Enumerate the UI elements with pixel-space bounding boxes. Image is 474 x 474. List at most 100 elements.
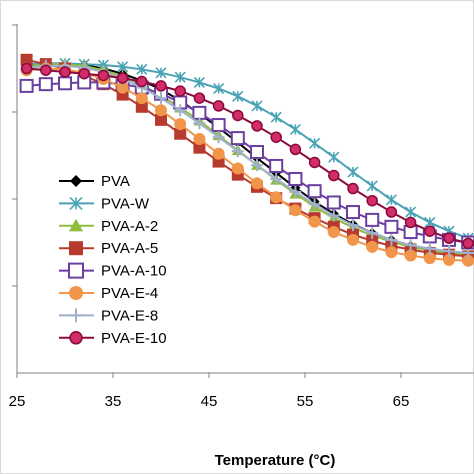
- data-point: [366, 226, 379, 239]
- legend-label: PVA: [101, 173, 130, 190]
- legend-label: PVA-E-4: [101, 285, 158, 302]
- data-point: [211, 118, 226, 133]
- legend-item: PVA: [59, 173, 130, 190]
- data-point: [136, 75, 148, 88]
- legend-item: PVA-A-5: [59, 240, 158, 257]
- data-point: [231, 162, 244, 175]
- data-point: [155, 92, 167, 105]
- legend-label: PVA-A-10: [101, 263, 167, 280]
- data-point: [366, 180, 378, 192]
- data-point: [69, 218, 83, 232]
- legend-item: PVA-A-2: [59, 218, 158, 235]
- data-point: [366, 194, 378, 207]
- data-point: [38, 77, 53, 92]
- data-point: [230, 131, 245, 146]
- legend-item: PVA-E-10: [59, 330, 167, 347]
- legend-item: PVA-A-10: [59, 262, 167, 280]
- data-point: [212, 147, 225, 160]
- data-point: [174, 118, 187, 131]
- data-point: [68, 262, 84, 279]
- data-point: [346, 205, 360, 220]
- x-tick-label: 25: [9, 393, 26, 410]
- data-point: [212, 131, 225, 144]
- legend-label: PVA-E-10: [101, 330, 167, 347]
- data-point: [116, 72, 129, 84]
- data-point: [251, 177, 263, 190]
- legend-label: PVA-A-2: [101, 218, 158, 235]
- data-point: [193, 117, 206, 130]
- x-axis-title: Temperature (°C): [215, 452, 336, 469]
- legend-item: PVA-E-4: [59, 285, 158, 302]
- data-point: [308, 198, 321, 211]
- data-point: [155, 80, 167, 92]
- data-point: [251, 100, 263, 112]
- legend-item: PVA-W: [59, 195, 150, 212]
- data-point: [40, 64, 52, 76]
- data-point: [97, 69, 110, 82]
- data-point: [289, 186, 302, 199]
- data-point: [116, 81, 129, 94]
- data-point: [385, 233, 398, 246]
- data-point: [307, 184, 322, 199]
- data-point: [405, 206, 417, 218]
- data-point: [174, 85, 186, 97]
- data-point: [20, 53, 33, 66]
- data-point: [250, 145, 264, 160]
- data-point: [308, 215, 321, 228]
- data-point: [289, 123, 301, 135]
- data-point: [193, 132, 206, 145]
- data-point: [404, 249, 417, 262]
- data-point: [289, 143, 302, 156]
- data-point: [327, 209, 340, 222]
- data-point: [270, 172, 283, 185]
- data-point: [192, 105, 207, 120]
- data-point: [270, 111, 282, 123]
- legend-label: PVA-E-8: [101, 307, 158, 324]
- x-tick-label: 45: [201, 393, 218, 410]
- data-point: [212, 100, 225, 112]
- data-point: [174, 71, 186, 83]
- data-point: [155, 113, 167, 126]
- data-point: [385, 246, 398, 259]
- data-point: [231, 145, 244, 158]
- data-point: [443, 253, 455, 266]
- data-point: [232, 109, 244, 122]
- data-point: [69, 196, 83, 210]
- data-point: [270, 191, 283, 204]
- data-point: [328, 151, 340, 163]
- x-tick-label: 35: [105, 393, 122, 410]
- data-point: [288, 171, 303, 186]
- data-point: [20, 62, 33, 75]
- data-point: [326, 195, 341, 210]
- data-point: [384, 219, 399, 234]
- data-point: [70, 175, 82, 187]
- data-point: [423, 252, 436, 265]
- data-point: [328, 169, 340, 182]
- data-point: [385, 206, 398, 218]
- data-point: [404, 239, 417, 252]
- x-tick-label: 65: [393, 393, 410, 410]
- data-point: [174, 104, 187, 117]
- data-point: [347, 182, 359, 195]
- series-layer: [19, 53, 474, 267]
- legend-item: PVA-E-8: [59, 307, 158, 324]
- data-point: [59, 66, 71, 78]
- data-point: [385, 194, 397, 206]
- data-point: [270, 131, 282, 143]
- data-point: [424, 225, 436, 237]
- data-point: [69, 286, 83, 300]
- data-point: [462, 254, 474, 267]
- data-point: [347, 166, 359, 178]
- data-point: [443, 232, 455, 244]
- data-point: [366, 240, 379, 253]
- data-point: [423, 242, 436, 255]
- data-point: [269, 158, 284, 173]
- legend-label: PVA-W: [101, 195, 150, 212]
- data-point: [19, 78, 34, 93]
- series-pva-e-10: [20, 62, 474, 250]
- data-point: [155, 67, 167, 79]
- data-point: [193, 76, 205, 88]
- data-point: [443, 245, 455, 258]
